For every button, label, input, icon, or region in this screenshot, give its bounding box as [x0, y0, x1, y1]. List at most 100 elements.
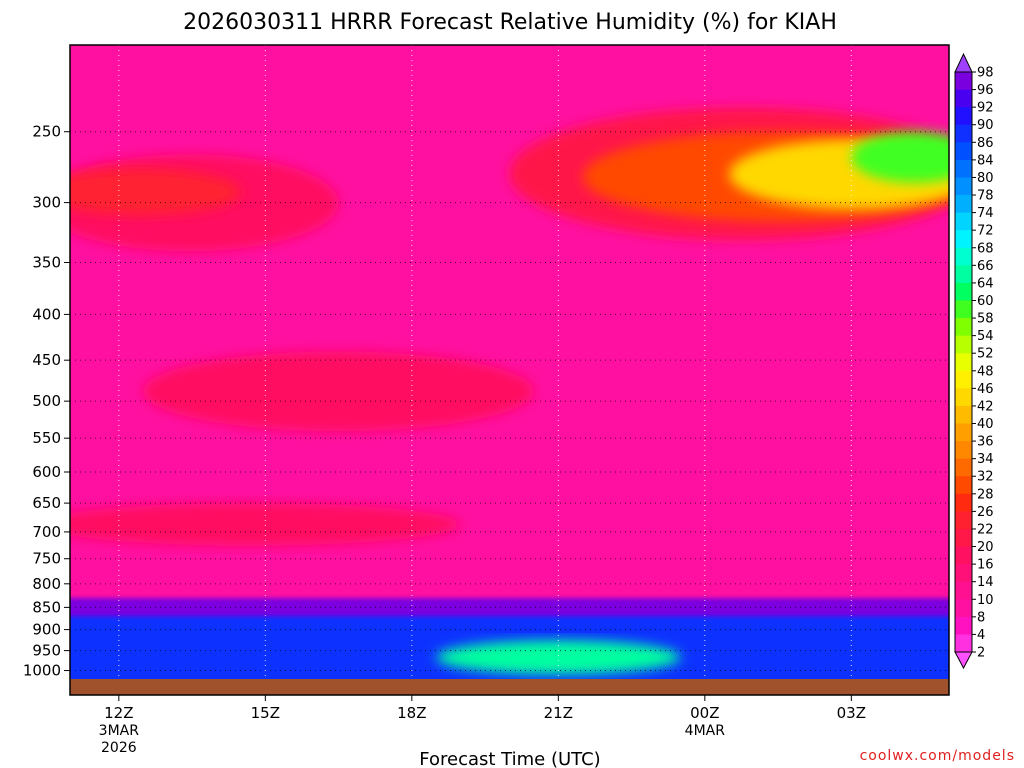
- colorbar: 2481014162022262832343640424648525458606…: [954, 52, 994, 670]
- ytick-label-850: 850: [32, 598, 61, 616]
- y-axis-ticks: 250 300 350 400 450 500 550 600 650 700 750 800 850 9…: [23, 123, 70, 680]
- colorbar-label-22: 22: [977, 522, 994, 537]
- region-upper-dry-tip-right: [851, 131, 949, 183]
- credit-text: coolwx.com/models: [860, 748, 1015, 764]
- colorbar-swatch-30: [955, 124, 972, 143]
- colorbar-swatch-6: [955, 546, 972, 565]
- ytick-label-400: 400: [32, 305, 61, 323]
- colorbar-swatch-20: [955, 300, 972, 319]
- colorbar-label-16: 16: [977, 558, 994, 573]
- xtick-label-24-0: 00Z: [690, 704, 719, 722]
- colorbar-swatch-5: [955, 564, 972, 583]
- colorbar-swatch-32: [955, 89, 972, 108]
- plot-frame: [69, 44, 950, 696]
- colorbar-swatch-13: [955, 423, 972, 442]
- colorbar-frame: [954, 71, 973, 653]
- colorbar-label-14: 14: [977, 575, 994, 590]
- ytick-label-600: 600: [32, 463, 61, 481]
- colorbar-swatch-8: [955, 511, 972, 530]
- colorbar-label-8: 8: [977, 610, 985, 625]
- ytick-label-950: 950: [32, 642, 61, 660]
- colorbar-swatch-28: [955, 159, 972, 178]
- colorbar-label-60: 60: [977, 294, 994, 309]
- colorbar-label-4: 4: [977, 628, 985, 643]
- colorbar-swatch-17: [955, 353, 972, 372]
- colorbar-swatch-21: [955, 282, 972, 301]
- colorbar-swatch-2: [955, 616, 972, 635]
- colorbar-label-90: 90: [977, 118, 994, 133]
- ytick-label-1000: 1000: [23, 662, 61, 680]
- colorbar-arrow-bottom: [954, 651, 973, 670]
- colorbar-label-66: 66: [977, 259, 994, 274]
- colorbar-swatch-19: [955, 318, 972, 337]
- region-upper-dry-core-left: [70, 168, 241, 216]
- colorbar-swatch-10: [955, 476, 972, 495]
- colorbar-swatch-24: [955, 230, 972, 249]
- colorbar-label-78: 78: [977, 189, 994, 204]
- ytick-label-700: 700: [32, 523, 61, 541]
- colorbar-label-40: 40: [977, 417, 994, 432]
- colorbar-label-32: 32: [977, 470, 994, 485]
- ytick-label-750: 750: [32, 550, 61, 568]
- region-surface-moist-center: [436, 640, 681, 675]
- ytick-label-350: 350: [32, 254, 61, 272]
- xtick-label-27-0: 03Z: [837, 704, 866, 722]
- ytick-label-450: 450: [32, 351, 61, 369]
- ytick-label-500: 500: [32, 392, 61, 410]
- colorbar-label-80: 80: [977, 171, 994, 186]
- humidity-field: [70, 107, 949, 679]
- ytick-label-300: 300: [32, 194, 61, 212]
- ytick-label-550: 550: [32, 429, 61, 447]
- ground-terrain: [70, 679, 949, 695]
- colorbar-swatch-31: [955, 107, 972, 126]
- colorbar-label-52: 52: [977, 347, 994, 362]
- colorbar-swatch-29: [955, 142, 972, 161]
- colorbar-label-46: 46: [977, 382, 994, 397]
- colorbar-label-98: 98: [977, 66, 994, 81]
- colorbar-label-74: 74: [977, 206, 994, 221]
- ytick-label-250: 250: [32, 123, 61, 141]
- xtick-label-21-0: 21Z: [544, 704, 573, 722]
- colorbar-label-72: 72: [977, 224, 994, 239]
- colorbar-swatch-9: [955, 493, 972, 512]
- colorbar-swatch-26: [955, 195, 972, 214]
- colorbar-label-26: 26: [977, 505, 994, 520]
- colorbar-swatch-18: [955, 335, 972, 354]
- xtick-label-12-2: 2026: [101, 740, 137, 756]
- colorbar-swatch-23: [955, 247, 972, 266]
- colorbar-swatch-4: [955, 581, 972, 600]
- colorbar-label-84: 84: [977, 153, 994, 168]
- plot-area: [70, 45, 949, 679]
- colorbar-swatch-27: [955, 177, 972, 196]
- colorbar-label-58: 58: [977, 312, 994, 327]
- colorbar-swatch-16: [955, 370, 972, 389]
- ytick-label-650: 650: [32, 494, 61, 512]
- region-mid-dry-layer: [143, 351, 534, 432]
- ytick-label-900: 900: [32, 621, 61, 639]
- colorbar-label-10: 10: [977, 593, 994, 608]
- chart-title: 2026030311 HRRR Forecast Relative Humidi…: [183, 10, 837, 35]
- colorbar-label-2: 2: [977, 646, 985, 661]
- colorbar-swatch-22: [955, 265, 972, 284]
- colorbar-label-54: 54: [977, 329, 994, 344]
- colorbar-label-68: 68: [977, 241, 994, 256]
- xtick-label-24-1: 4MAR: [685, 723, 726, 739]
- colorbar-label-42: 42: [977, 399, 994, 414]
- colorbar-swatch-25: [955, 212, 972, 231]
- xtick-label-18-0: 18Z: [397, 704, 426, 722]
- region-lower-dry-layer: [70, 503, 461, 546]
- colorbar-label-96: 96: [977, 83, 994, 98]
- xtick-label-15-0: 15Z: [251, 704, 280, 722]
- grid-lines: [70, 45, 949, 679]
- xtick-label-12-0: 12Z: [104, 704, 133, 722]
- colorbar-swatch-15: [955, 388, 972, 407]
- colorbar-label-34: 34: [977, 452, 994, 467]
- colorbar-label-92: 92: [977, 101, 994, 116]
- colorbar-swatch-12: [955, 441, 972, 460]
- x-axis-label: Forecast Time (UTC): [419, 749, 600, 768]
- colorbar-label-64: 64: [977, 276, 994, 291]
- xtick-label-12-1: 3MAR: [99, 723, 140, 739]
- colorbar-swatch-33: [955, 72, 972, 91]
